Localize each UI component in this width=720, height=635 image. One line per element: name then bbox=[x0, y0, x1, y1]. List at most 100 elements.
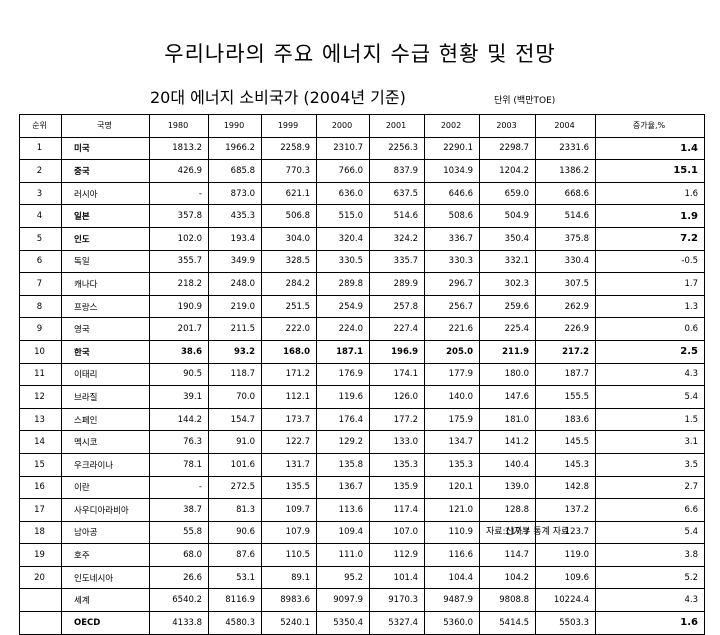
country-cell: 멕시코 bbox=[61, 430, 150, 454]
value-cell: 135.3 bbox=[369, 452, 425, 477]
value-cell: 9170.3 bbox=[369, 588, 425, 613]
value-cell: 121.0 bbox=[424, 498, 480, 522]
rank-cell bbox=[19, 588, 62, 613]
energy-consumption-table: 순위 국명 1980 1990 1999 2000 2001 2002 2003 2004 증가율,… bbox=[19, 114, 705, 635]
country-cell: 한국 bbox=[61, 339, 150, 364]
rank-cell: 12 bbox=[19, 385, 62, 409]
rank-cell: 20 bbox=[19, 565, 62, 590]
value-cell: 217.2 bbox=[535, 339, 596, 364]
value-cell: 38.7 bbox=[149, 498, 209, 522]
value-cell: 514.6 bbox=[535, 204, 596, 228]
rank-cell: 3 bbox=[19, 181, 62, 206]
growth-rate-cell: 6.6 bbox=[595, 498, 705, 522]
value-cell: 134.7 bbox=[424, 430, 480, 454]
value-cell: 104.2 bbox=[479, 565, 536, 590]
country-cell: 미국 bbox=[61, 136, 150, 161]
table-row: 20 인도네시아 26.6 53.1 89.1 95.2 101.4 104.4 104.2 10… bbox=[19, 565, 705, 590]
value-cell: 131.7 bbox=[261, 452, 317, 477]
table-body: 1 미국 1813.2 1966.2 2258.9 2310.7 2256.3 2290.1 2… bbox=[19, 136, 705, 635]
value-cell: 259.6 bbox=[479, 294, 536, 319]
value-cell: 251.5 bbox=[261, 294, 317, 319]
value-cell: 349.9 bbox=[208, 249, 262, 274]
country-cell: 세계 bbox=[61, 588, 150, 613]
value-cell: 187.7 bbox=[535, 362, 596, 387]
rank-cell: 13 bbox=[19, 407, 62, 432]
value-cell: 109.6 bbox=[535, 565, 596, 590]
value-cell: 78.1 bbox=[149, 452, 209, 477]
value-cell: 140.0 bbox=[424, 385, 480, 409]
table-row: OECD 4133.8 4580.3 5240.1 5350.4 5327.4 5360.0… bbox=[19, 611, 705, 635]
value-cell: 357.8 bbox=[149, 204, 209, 228]
value-cell: 176.9 bbox=[316, 362, 370, 387]
unit-label: 단위 (백만TOE) bbox=[494, 96, 556, 106]
value-cell: 116.6 bbox=[424, 543, 480, 567]
value-cell: 93.2 bbox=[208, 339, 262, 364]
value-cell: 504.9 bbox=[479, 204, 536, 228]
value-cell: 227.4 bbox=[369, 317, 425, 341]
value-cell: 426.9 bbox=[149, 159, 209, 183]
value-cell: 133.0 bbox=[369, 430, 425, 454]
value-cell: 5503.3 bbox=[535, 611, 596, 635]
value-cell: 70.0 bbox=[208, 385, 262, 409]
value-cell: 26.6 bbox=[149, 565, 209, 590]
value-cell: 38.6 bbox=[149, 339, 209, 364]
growth-rate-cell: 1.3 bbox=[595, 294, 705, 319]
value-cell: 135.3 bbox=[424, 452, 480, 477]
table-row: 5 인도 102.0 193.4 304.0 320.4 324.2 336.7 350.4 37… bbox=[19, 226, 705, 251]
country-cell: 일본 bbox=[61, 204, 150, 228]
value-cell: 1966.2 bbox=[208, 136, 262, 161]
value-cell: 101.4 bbox=[369, 565, 425, 590]
value-cell: 335.7 bbox=[369, 249, 425, 274]
value-cell: 1813.2 bbox=[149, 136, 209, 161]
value-cell: 90.5 bbox=[149, 362, 209, 387]
table-row: 4 일본 357.8 435.3 506.8 515.0 514.6 508.6 504.9 51… bbox=[19, 204, 705, 228]
value-cell: 225.4 bbox=[479, 317, 536, 341]
country-cell: 프랑스 bbox=[61, 294, 150, 319]
column-header: 2001 bbox=[369, 114, 425, 138]
growth-rate-cell: 4.3 bbox=[595, 362, 705, 387]
rank-cell: 17 bbox=[19, 498, 62, 522]
value-cell: 211.9 bbox=[479, 339, 536, 364]
value-cell: 139.0 bbox=[479, 475, 536, 500]
value-cell: 102.0 bbox=[149, 226, 209, 251]
country-cell: 남아공 bbox=[61, 520, 150, 545]
value-cell: 101.6 bbox=[208, 452, 262, 477]
value-cell: 257.8 bbox=[369, 294, 425, 319]
value-cell: 330.5 bbox=[316, 249, 370, 274]
growth-rate-cell: 5.4 bbox=[595, 520, 705, 545]
value-cell: 6540.2 bbox=[149, 588, 209, 613]
value-cell: 5327.4 bbox=[369, 611, 425, 635]
value-cell: 4580.3 bbox=[208, 611, 262, 635]
growth-rate-cell: 3.1 bbox=[595, 430, 705, 454]
value-cell: 81.3 bbox=[208, 498, 262, 522]
column-header: 2004 bbox=[535, 114, 596, 138]
value-cell: 110.5 bbox=[261, 543, 317, 567]
value-cell: 119.0 bbox=[535, 543, 596, 567]
value-cell: 68.0 bbox=[149, 543, 209, 567]
value-cell: 375.8 bbox=[535, 226, 596, 251]
value-cell: 196.9 bbox=[369, 339, 425, 364]
value-cell: 222.0 bbox=[261, 317, 317, 341]
value-cell: 262.9 bbox=[535, 294, 596, 319]
value-cell: 8983.6 bbox=[261, 588, 317, 613]
value-cell: 110.9 bbox=[424, 520, 480, 545]
country-cell: 중국 bbox=[61, 159, 150, 183]
value-cell: 145.3 bbox=[535, 452, 596, 477]
value-cell: 76.3 bbox=[149, 430, 209, 454]
value-cell: 95.2 bbox=[316, 565, 370, 590]
value-cell: 177.2 bbox=[369, 407, 425, 432]
rank-cell: 18 bbox=[19, 520, 62, 545]
growth-rate-cell: 7.2 bbox=[595, 226, 705, 251]
value-cell: 174.1 bbox=[369, 362, 425, 387]
country-cell: 러시아 bbox=[61, 181, 150, 206]
country-cell: 캐나다 bbox=[61, 272, 150, 296]
growth-rate-cell: 0.6 bbox=[595, 317, 705, 341]
value-cell: 1204.2 bbox=[479, 159, 536, 183]
value-cell: 350.4 bbox=[479, 226, 536, 251]
value-cell: 8116.9 bbox=[208, 588, 262, 613]
value-cell: 119.6 bbox=[316, 385, 370, 409]
value-cell: 112.1 bbox=[261, 385, 317, 409]
table-row: 15 우크라이나 78.1 101.6 131.7 135.8 135.3 135.3 140.… bbox=[19, 452, 705, 477]
value-cell: 53.1 bbox=[208, 565, 262, 590]
value-cell: 183.6 bbox=[535, 407, 596, 432]
